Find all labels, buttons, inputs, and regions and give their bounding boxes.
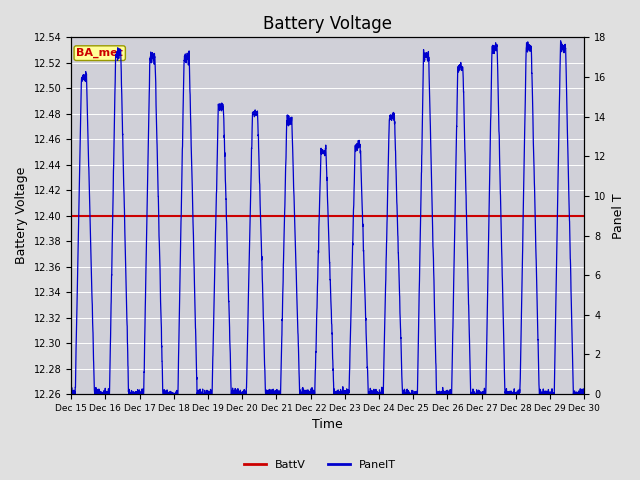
Y-axis label: Panel T: Panel T [612, 193, 625, 239]
Title: Battery Voltage: Battery Voltage [263, 15, 392, 33]
X-axis label: Time: Time [312, 419, 343, 432]
Legend: BattV, PanelT: BattV, PanelT [239, 456, 401, 474]
Text: BA_met: BA_met [76, 48, 123, 58]
Y-axis label: Battery Voltage: Battery Voltage [15, 167, 28, 264]
